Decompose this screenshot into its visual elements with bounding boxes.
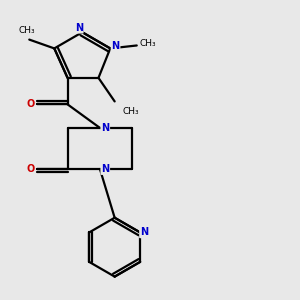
Text: CH₃: CH₃ bbox=[18, 26, 34, 35]
Text: N: N bbox=[75, 23, 83, 33]
Text: N: N bbox=[101, 164, 109, 174]
Text: O: O bbox=[26, 164, 34, 174]
Text: N: N bbox=[101, 123, 109, 133]
Text: N: N bbox=[140, 227, 148, 237]
Text: CH₃: CH₃ bbox=[140, 40, 156, 49]
Text: O: O bbox=[26, 99, 34, 110]
Text: N: N bbox=[112, 41, 120, 51]
Text: CH₃: CH₃ bbox=[122, 107, 139, 116]
